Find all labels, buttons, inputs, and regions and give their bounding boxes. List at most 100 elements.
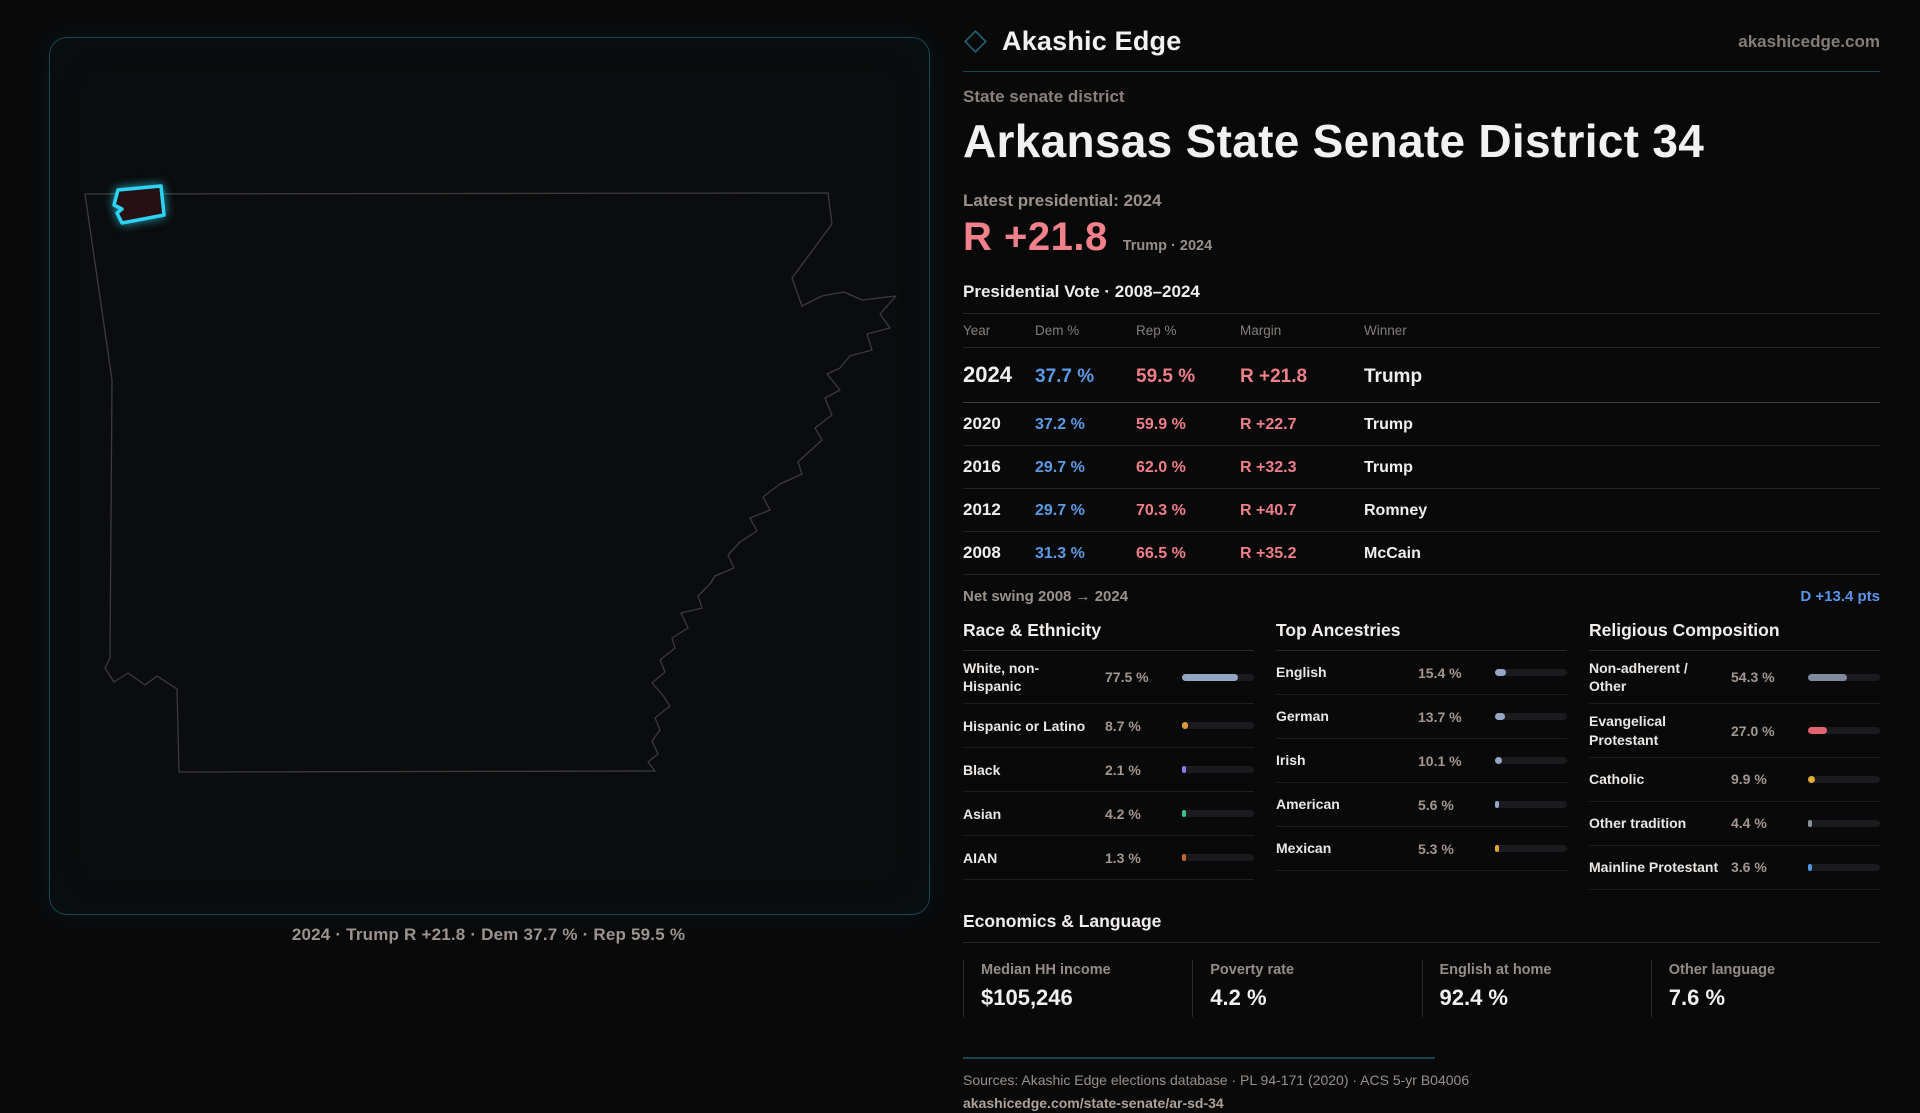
bar-row: Hispanic or Latino 8.7 % [963,704,1254,749]
bar-row: American 5.6 % [1276,783,1567,827]
religious-composition-title: Religious Composition [1589,620,1880,651]
ancestry-rows: English 15.4 % German 13.7 % Irish 10.1 % Amer… [1276,651,1567,871]
year-cell: 2016 [963,457,1001,476]
bar-label: Black [963,761,1001,778]
bar-track [1495,845,1567,852]
stat-label: Median HH income [981,961,1111,978]
bar-fill [1495,801,1500,808]
dem-cell: 31.3 % [1035,545,1085,562]
bar-track [1182,673,1254,681]
col-winner: Winner [1364,323,1407,338]
vote-row-2020: 2020 37.2 % 59.9 % R +22.7 Trump [963,403,1880,446]
bar-value: 3.6 % [1731,859,1767,876]
bar-track [1182,810,1254,818]
bar-value: 4.4 % [1731,815,1767,832]
bar-label: Evangelical Protestant [1589,713,1667,748]
page-title: Arkansas State Senate District 34 [963,115,1705,167]
margin-cell: R +35.2 [1240,545,1297,562]
permalink[interactable]: akashicedge.com/state-senate/ar-sd-34 [963,1094,1224,1111]
bar-label: German [1276,708,1329,725]
bar-label: Mainline Protestant [1589,859,1719,876]
bar-row: AIAN 1.3 % [963,836,1254,881]
bar-value: 27.0 % [1731,722,1775,739]
margin-cell: R +32.3 [1240,459,1297,476]
bar-label: Catholic [1589,771,1645,788]
section-religious-composition: Religious Composition Non-adherent / Oth… [1589,620,1880,890]
stat-value: 4.2 % [1210,984,1267,1010]
top-ancestries-title: Top Ancestries [1276,620,1567,651]
vote-row-2016: 2016 29.7 % 62.0 % R +32.3 Trump [963,446,1880,489]
stat-label: English at home [1439,961,1552,978]
bar-track [1808,819,1880,827]
bar-fill [1182,854,1186,862]
winner-cell: McCain [1364,545,1421,562]
rep-cell: 59.5 % [1136,366,1196,387]
net-swing-label: Net swing 2008 → 2024 [963,588,1129,605]
economics-stat: Other language 7.6 % [1650,959,1880,1017]
bar-label: White, non- Hispanic [963,660,1040,695]
winner-cell: Trump [1364,416,1413,433]
bar-track [1808,775,1880,783]
stat-label: Poverty rate [1210,961,1295,978]
brand-domain-link[interactable]: akashicedge.com [1738,31,1880,51]
brand-name: Akashic Edge [1002,26,1182,56]
rep-cell: 66.5 % [1136,545,1186,562]
bar-row: Other tradition 4.4 % [1589,802,1880,846]
dem-cell: 29.7 % [1035,459,1085,476]
race-rows: White, non- Hispanic 77.5 % Hispanic or La… [963,651,1254,881]
bar-value: 5.3 % [1418,840,1454,857]
bar-row: Non-adherent / Other 54.3 % [1589,651,1880,705]
bar-row: White, non- Hispanic 77.5 % [963,651,1254,705]
economics-stat: English at home 92.4 % [1421,959,1651,1017]
stat-value: 7.6 % [1668,984,1726,1010]
vote-table-body: 2024 37.7 % 59.5 % R +21.8 Trump 2020 37.2 % 59… [963,348,1880,575]
winner-cell: Romney [1364,502,1428,519]
footer-divider [963,1056,1435,1059]
bar-value: 1.3 % [1105,849,1141,866]
stat-label: Other language [1668,961,1776,978]
bar-value: 4.2 % [1105,805,1141,822]
kicker: State senate district [963,87,1125,106]
bar-fill [1495,845,1499,852]
bar-value: 13.7 % [1418,708,1462,725]
bar-label: Asian [963,805,1002,822]
bar-label: American [1276,796,1340,813]
brand-header: Akashic Edge akashicedge.com [963,26,1880,57]
bar-value: 77.5 % [1105,669,1149,686]
bar-fill [1495,669,1507,676]
winner-cell: Trump [1364,459,1413,476]
year-cell: 2008 [963,543,1001,562]
vote-row-2024: 2024 37.7 % 59.5 % R +21.8 Trump [963,348,1880,403]
vote-row-2012: 2012 29.7 % 70.3 % R +40.7 Romney [963,489,1880,532]
vote-table-title: Presidential Vote · 2008–2024 [963,282,1200,301]
bar-value: 10.1 % [1418,752,1462,769]
bar-value: 2.1 % [1105,761,1141,778]
bar-row: English 15.4 % [1276,651,1567,695]
bar-value: 8.7 % [1105,717,1141,734]
bar-fill [1182,722,1189,730]
bar-fill [1495,713,1505,720]
headline-stat: R +21.8 Trump · 2024 [963,215,1880,260]
bar-row: German 13.7 % [1276,695,1567,739]
headline-context: Trump · 2024 [1122,238,1213,254]
rep-cell: 62.0 % [1136,459,1186,476]
bar-value: 54.3 % [1731,669,1775,686]
map-caption: 2024 · Trump R +21.8 · Dem 37.7 % · Rep … [291,925,686,944]
bar-fill [1808,819,1812,827]
arkansas-map [84,184,897,773]
bar-track [1182,766,1254,774]
bar-track [1808,863,1880,871]
col-margin: Margin [1240,323,1282,338]
race-ethnicity-title: Race & Ethnicity [963,620,1254,651]
economics-stat: Poverty rate 4.2 % [1192,959,1421,1017]
bar-fill [1808,775,1816,783]
year-cell: 2024 [963,362,1012,387]
year-cell: 2020 [963,414,1001,433]
header-divider [963,71,1880,72]
diamond-logo-icon [963,29,988,54]
dem-cell: 29.7 % [1035,502,1085,519]
margin-cell: R +40.7 [1240,502,1297,519]
margin-cell: R +21.8 [1240,366,1308,387]
bar-row: Black 2.1 % [963,748,1254,793]
section-race-ethnicity: Race & Ethnicity White, non- Hispanic 77.… [963,620,1254,890]
